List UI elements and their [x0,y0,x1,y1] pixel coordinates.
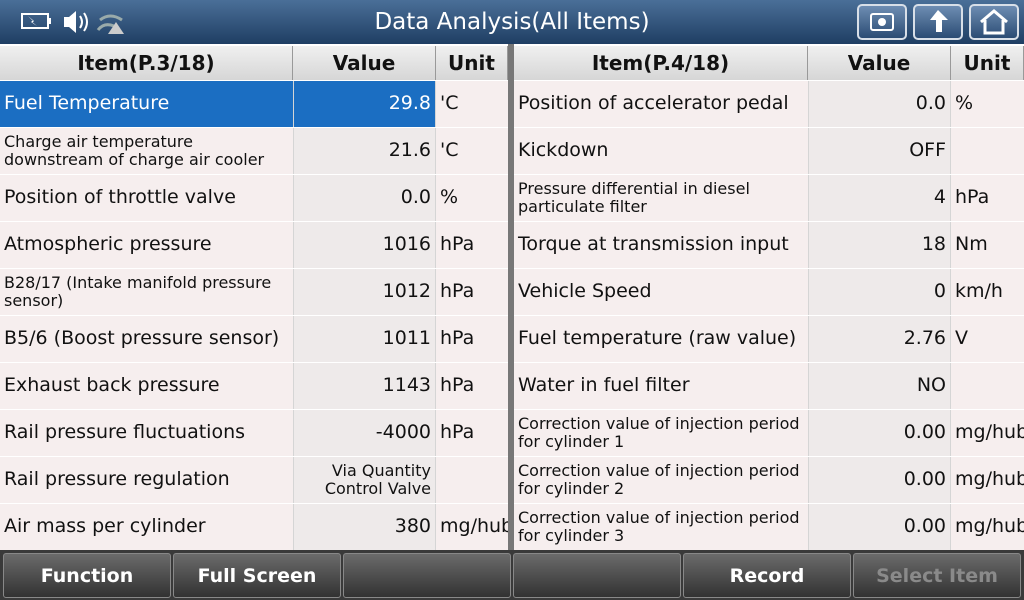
item-cell[interactable]: Correction value of injection period for… [514,410,808,456]
title: Data Analysis(All Items) [374,9,650,35]
unit-cell: mg/hub [951,410,1024,456]
item-cell[interactable]: Exhaust back pressure [0,363,293,409]
value-cell: 0.0 [293,175,436,221]
value-cell: 380 [293,504,436,550]
item-cell[interactable]: B5/6 (Boost pressure sensor) [0,316,293,362]
unit-cell: hPa [436,222,508,268]
value-cell: 0.00 [808,457,951,503]
unit-cell: mg/hub [436,504,508,550]
item-cell[interactable]: Atmospheric pressure [0,222,293,268]
unit-cell [436,457,508,503]
item-cell[interactable]: B28/17 (Intake manifold pressure sensor) [0,269,293,315]
unit-cell [951,363,1024,409]
item-cell[interactable]: Fuel temperature (raw value) [514,316,808,362]
item-cell[interactable]: Charge air temperature downstream of cha… [0,128,293,174]
unit-cell: mg/hub [951,457,1024,503]
column-header: Item(P.4/18) [514,46,808,80]
unit-cell: hPa [436,363,508,409]
item-cell[interactable]: Correction value of injection period for… [514,504,808,550]
value-cell: 1143 [293,363,436,409]
item-cell[interactable]: Water in fuel filter [514,363,808,409]
item-cell[interactable]: Kickdown [514,128,808,174]
record-button[interactable]: Record [683,553,851,598]
empty-button [513,553,681,598]
item-cell[interactable]: Torque at transmission input [514,222,808,268]
value-cell: 2.76 [808,316,951,362]
item-cell[interactable]: Pressure differential in diesel particul… [514,175,808,221]
full-screen-button[interactable]: Full Screen [173,553,341,598]
unit-cell: % [951,81,1024,127]
column-header: Value [293,46,436,80]
item-cell[interactable]: Position of accelerator pedal [514,81,808,127]
value-cell: 0 [808,269,951,315]
column-header: Unit [436,46,508,80]
value-cell: 1011 [293,316,436,362]
column-header: Item(P.3/18) [0,46,293,80]
item-cell[interactable]: Vehicle Speed [514,269,808,315]
value-cell: 0.00 [808,504,951,550]
unit-cell: V [951,316,1024,362]
unit-cell: Nm [951,222,1024,268]
value-cell: -4000 [293,410,436,456]
value-cell: 1012 [293,269,436,315]
item-cell[interactable]: Rail pressure regulation [0,457,293,503]
value-cell: 21.6 [293,128,436,174]
value-cell: 1016 [293,222,436,268]
value-cell: NO [808,363,951,409]
unit-cell: hPa [951,175,1024,221]
unit-cell: hPa [436,410,508,456]
value-cell: Via Quantity Control Valve [293,457,436,503]
unit-cell: 'C [436,128,508,174]
item-cell[interactable]: Correction value of injection period for… [514,457,808,503]
value-cell: OFF [808,128,951,174]
value-cell: 0.00 [808,410,951,456]
item-cell[interactable]: Rail pressure fluctuations [0,410,293,456]
value-cell: 0.0 [808,81,951,127]
unit-cell: hPa [436,316,508,362]
divider [508,44,514,550]
button-icons [870,9,1008,35]
unit-cell: % [436,175,508,221]
status-icons [21,11,124,34]
value-cell: 29.8 [293,81,436,127]
column-header: Unit [951,46,1024,80]
value-cell: 4 [808,175,951,221]
select-item-button: Select Item [853,553,1021,598]
unit-cell: 'C [436,81,508,127]
item-cell[interactable]: Position of throttle valve [0,175,293,221]
function-button[interactable]: Function [3,553,171,598]
item-cell[interactable]: Fuel Temperature [0,81,293,127]
value-cell: 18 [808,222,951,268]
unit-cell: km/h [951,269,1024,315]
unit-cell: hPa [436,269,508,315]
unit-cell [951,128,1024,174]
column-header: Value [808,46,951,80]
empty-button [343,553,511,598]
unit-cell: mg/hub [951,504,1024,550]
item-cell[interactable]: Air mass per cylinder [0,504,293,550]
top-bar [0,0,1024,44]
